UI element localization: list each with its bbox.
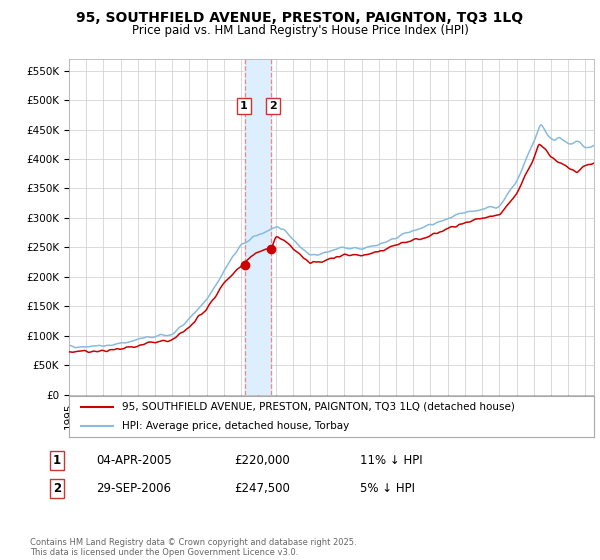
Text: 5% ↓ HPI: 5% ↓ HPI bbox=[360, 482, 415, 495]
Text: 04-APR-2005: 04-APR-2005 bbox=[96, 454, 172, 467]
Bar bbox=[245, 59, 271, 395]
Text: 1: 1 bbox=[240, 101, 248, 111]
Text: 95, SOUTHFIELD AVENUE, PRESTON, PAIGNTON, TQ3 1LQ (detached house): 95, SOUTHFIELD AVENUE, PRESTON, PAIGNTON… bbox=[121, 402, 514, 412]
Text: £247,500: £247,500 bbox=[234, 482, 290, 495]
Text: £220,000: £220,000 bbox=[234, 454, 290, 467]
Text: 11% ↓ HPI: 11% ↓ HPI bbox=[360, 454, 422, 467]
Text: 2: 2 bbox=[53, 482, 61, 495]
Text: 2: 2 bbox=[269, 101, 277, 111]
Text: 29-SEP-2006: 29-SEP-2006 bbox=[96, 482, 171, 495]
Text: 95, SOUTHFIELD AVENUE, PRESTON, PAIGNTON, TQ3 1LQ: 95, SOUTHFIELD AVENUE, PRESTON, PAIGNTON… bbox=[76, 11, 524, 25]
Text: 1: 1 bbox=[53, 454, 61, 467]
Text: Price paid vs. HM Land Registry's House Price Index (HPI): Price paid vs. HM Land Registry's House … bbox=[131, 24, 469, 36]
Text: HPI: Average price, detached house, Torbay: HPI: Average price, detached house, Torb… bbox=[121, 421, 349, 431]
Text: Contains HM Land Registry data © Crown copyright and database right 2025.
This d: Contains HM Land Registry data © Crown c… bbox=[30, 538, 356, 557]
